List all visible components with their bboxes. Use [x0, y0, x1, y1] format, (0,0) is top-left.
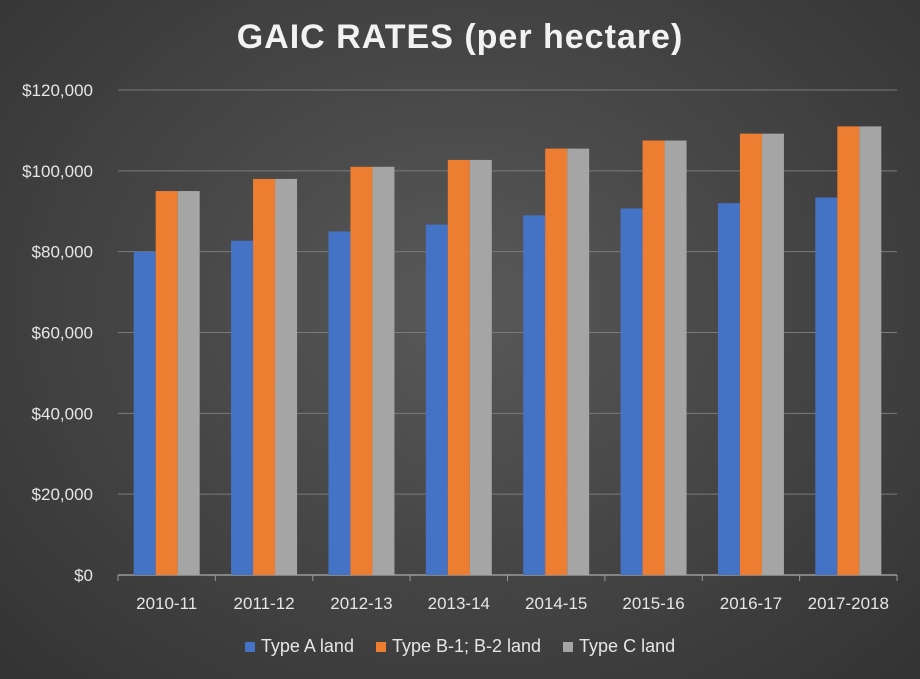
bar — [717, 203, 740, 575]
bar — [275, 178, 298, 575]
bar — [253, 178, 276, 575]
legend-item: Type A land — [244, 636, 354, 657]
x-tick-label: 2011-12 — [233, 594, 294, 613]
bar — [642, 140, 665, 576]
y-tick-label: $0 — [74, 566, 93, 585]
y-tick-label: $60,000 — [32, 324, 93, 343]
x-tick-label: 2015-16 — [622, 594, 684, 613]
legend-label: Type C land — [579, 636, 676, 656]
bar — [859, 126, 882, 575]
x-tick-label: 2012-13 — [330, 594, 392, 613]
legend-swatch — [244, 641, 255, 652]
x-tick-label: 2017-2018 — [808, 594, 889, 613]
bar — [372, 166, 395, 575]
bar — [620, 208, 643, 575]
bar — [133, 251, 156, 575]
chart-title: GAIC RATES (per hectare) — [236, 18, 684, 56]
legend-item: Type B-1; B-2 land — [375, 636, 542, 657]
bar — [469, 159, 492, 575]
bar — [523, 215, 546, 575]
bar — [425, 224, 448, 575]
bar — [350, 166, 373, 575]
x-tick-label: 2010-11 — [136, 594, 197, 613]
legend-label: Type B-1; B-2 land — [391, 636, 542, 656]
y-tick-label: $20,000 — [32, 485, 93, 504]
bar — [447, 159, 470, 575]
bar — [815, 197, 838, 575]
y-tick-label: $40,000 — [32, 404, 93, 423]
y-tick-label: $120,000 — [22, 81, 93, 100]
legend-swatch — [375, 641, 386, 652]
y-tick-label: $80,000 — [32, 243, 93, 262]
legend: Type A land Type B-1; B-2 land Type C land — [0, 636, 920, 657]
bar — [155, 191, 178, 575]
bar — [177, 191, 200, 575]
bar — [231, 240, 254, 576]
y-tick-label: $100,000 — [22, 162, 93, 181]
bar — [761, 133, 784, 575]
legend-label: Type A land — [260, 636, 354, 656]
bar — [837, 126, 860, 575]
bar — [328, 231, 351, 576]
bar — [545, 148, 568, 575]
bar — [739, 133, 762, 575]
x-tick-label: 2014-15 — [525, 594, 587, 613]
bar — [664, 140, 687, 576]
bar — [567, 148, 590, 575]
legend-swatch — [563, 641, 574, 652]
x-tick-label: 2013-14 — [428, 594, 490, 613]
x-tick-label: 2016-17 — [720, 594, 782, 613]
legend-item: Type C land — [563, 636, 675, 657]
